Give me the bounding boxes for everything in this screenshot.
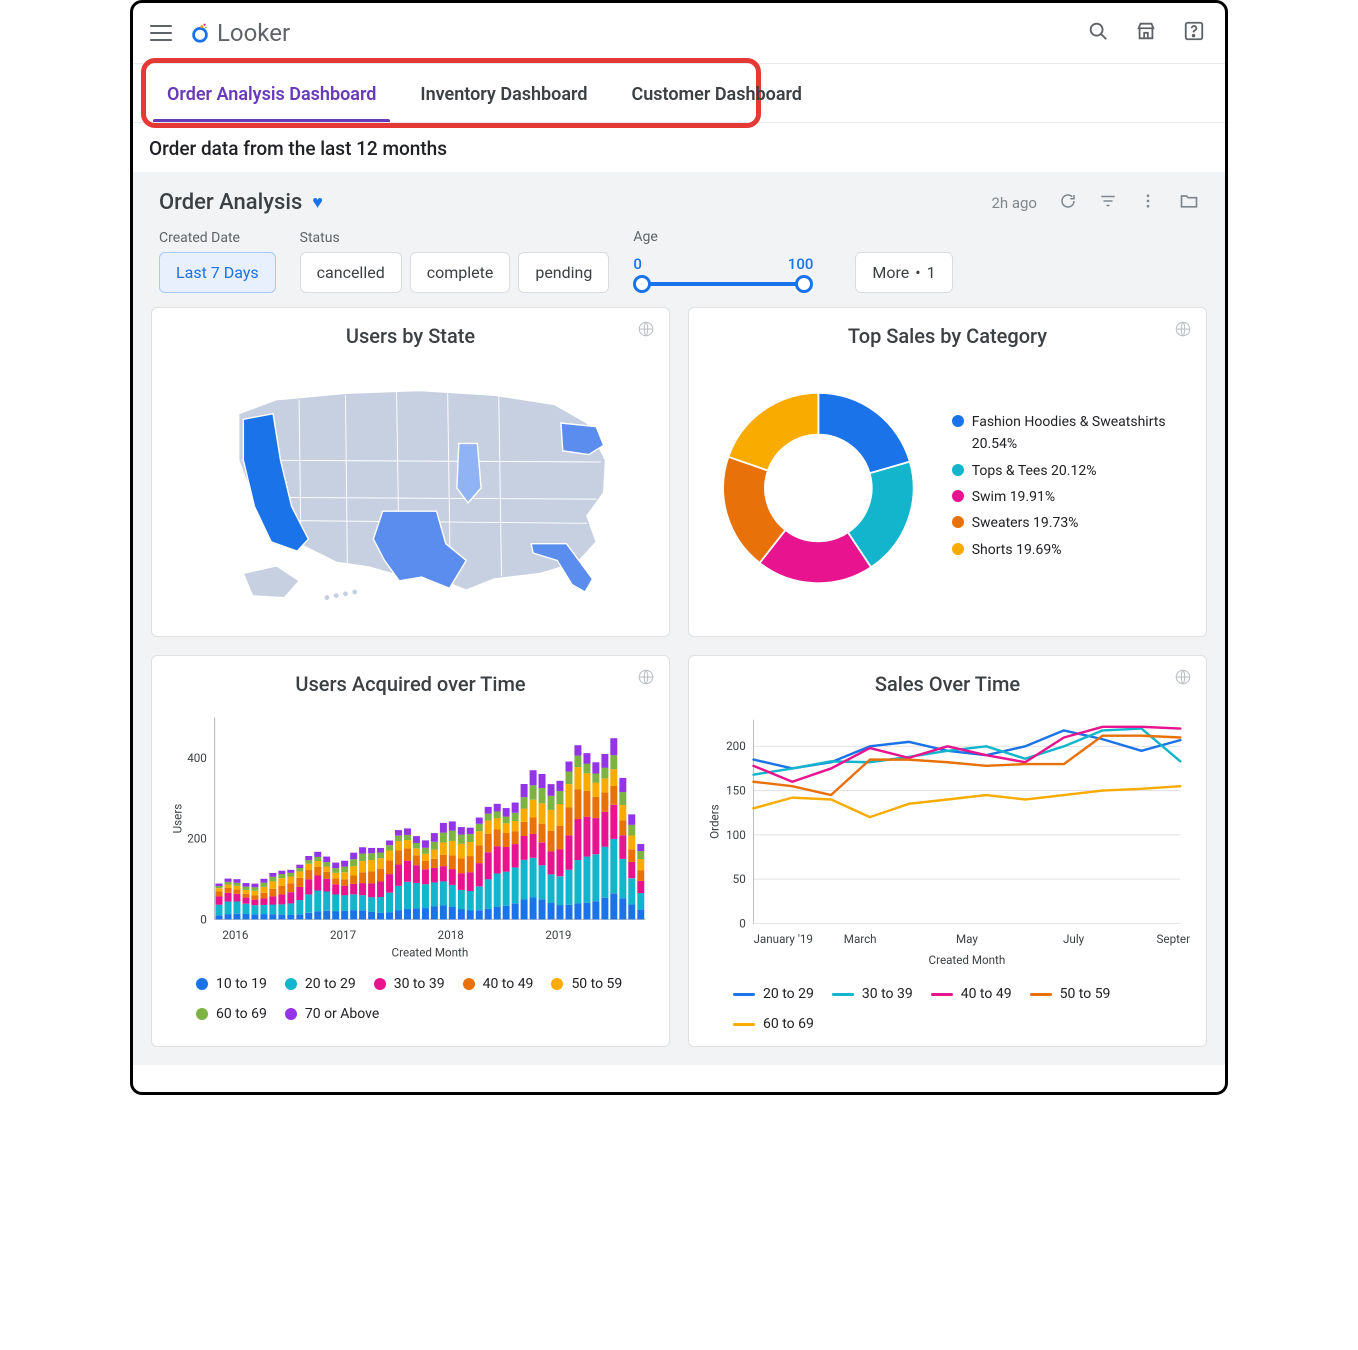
series-legend-item: 40 to 49 (931, 986, 1012, 1002)
tile-title-users-by-state: Users by State (168, 324, 653, 348)
card-users-by-state: Users by State (151, 307, 670, 637)
tile-title-users-acquired: Users Acquired over Time (168, 672, 653, 696)
svg-text:May: May (956, 932, 978, 946)
svg-text:150: 150 (726, 783, 746, 797)
series-legend-item: 50 to 59 (551, 976, 622, 992)
donut-legend-item: Sweaters 19.73% (952, 512, 1190, 534)
filter-label-created-date: Created Date (159, 230, 276, 246)
line-chart: 0 50 100 150 200 Orders January '19 March May Jul… (705, 706, 1190, 976)
last-refresh-label: 2h ago (991, 194, 1037, 212)
stacked-legend: 10 to 19 20 to 29 30 to 39 40 to 49 50 to 59… (168, 970, 653, 1022)
svg-text:200: 200 (187, 832, 207, 846)
series-legend-item: 30 to 39 (832, 986, 913, 1002)
tile-title-top-sales: Top Sales by Category (705, 324, 1190, 348)
folder-icon[interactable] (1179, 191, 1199, 215)
us-map (168, 358, 653, 618)
series-legend-item: 10 to 19 (196, 976, 267, 992)
board-section-subtitle: Order data from the last 12 months (133, 123, 1225, 172)
tab-order-analysis[interactable]: Order Analysis Dashboard (153, 66, 390, 121)
refresh-icon[interactable] (1059, 192, 1077, 214)
board-tabs: Order Analysis Dashboard Inventory Dashb… (133, 63, 1225, 123)
series-legend-item: 60 to 69 (733, 1016, 814, 1032)
hamburger-menu[interactable] (147, 19, 175, 47)
donut-legend-item: Tops & Tees 20.12% (952, 460, 1190, 482)
series-legend-item: 70 or Above (285, 1006, 379, 1022)
svg-text:200: 200 (726, 739, 746, 753)
svg-text:2018: 2018 (438, 928, 464, 942)
line-legend: 20 to 29 30 to 39 40 to 49 50 to 59 60 to 69 (705, 980, 1190, 1032)
help-icon[interactable] (1183, 20, 1205, 46)
filter-age-slider[interactable]: 0 100 (633, 251, 813, 293)
card-users-acquired: Users Acquired over Time 0 200 400 Users 201… (151, 655, 670, 1047)
series-legend-item: 20 to 29 (733, 986, 814, 1002)
kebab-menu-icon[interactable] (1139, 192, 1157, 214)
svg-text:Users: Users (171, 804, 185, 834)
tile-globe-icon[interactable] (637, 668, 655, 690)
svg-text:January '19: January '19 (754, 932, 813, 946)
card-sales-over-time: Sales Over Time 0 50 100 150 200 Orders Januar… (688, 655, 1207, 1047)
svg-text:400: 400 (187, 751, 207, 765)
donut-legend-item: Shorts 19.69% (952, 539, 1190, 561)
age-min: 0 (633, 255, 642, 273)
filter-icon[interactable] (1099, 192, 1117, 214)
series-legend-item: 40 to 49 (463, 976, 534, 992)
filter-label-status: Status (300, 230, 610, 246)
filter-status-pending[interactable]: pending (518, 252, 609, 293)
svg-text:50: 50 (733, 872, 746, 886)
svg-text:Created Month: Created Month (929, 953, 1006, 967)
filter-status-cancelled[interactable]: cancelled (300, 252, 402, 293)
marketplace-icon[interactable] (1135, 20, 1157, 46)
tile-title-sales-over-time: Sales Over Time (705, 672, 1190, 696)
age-max: 100 (788, 255, 814, 273)
card-top-sales: Top Sales by Category Fashion Hoodies & … (688, 307, 1207, 637)
brand-logo: Looker (189, 19, 290, 47)
tile-globe-icon[interactable] (1174, 668, 1192, 690)
svg-text:July: July (1063, 932, 1085, 946)
looker-logo-icon (189, 22, 211, 44)
donut-legend-item: Fashion Hoodies & Sweatshirts 20.54% (952, 411, 1190, 456)
svg-text:2019: 2019 (545, 928, 571, 942)
svg-text:100: 100 (726, 828, 746, 842)
tile-globe-icon[interactable] (637, 320, 655, 342)
filter-more-button[interactable]: More • 1 (855, 252, 952, 293)
brand-name: Looker (217, 19, 290, 47)
svg-text:0: 0 (739, 916, 746, 930)
donut-chart (705, 363, 932, 613)
svg-text:Created Month: Created Month (392, 945, 469, 959)
tab-customer[interactable]: Customer Dashboard (617, 66, 815, 121)
svg-text:Orders: Orders (708, 804, 722, 839)
svg-text:2017: 2017 (330, 928, 357, 942)
filter-status-complete[interactable]: complete (410, 252, 511, 293)
svg-text:Septem…: Septem… (1157, 932, 1190, 946)
series-legend-item: 50 to 59 (1030, 986, 1111, 1002)
donut-legend: Fashion Hoodies & Sweatshirts 20.54% Tops… (952, 411, 1190, 565)
favorite-icon[interactable]: ♥ (312, 192, 323, 213)
dashboard-title: Order Analysis (159, 190, 302, 215)
series-legend-item: 60 to 69 (196, 1006, 267, 1022)
filter-label-age: Age (633, 229, 813, 245)
tab-inventory[interactable]: Inventory Dashboard (406, 66, 601, 121)
donut-legend-item: Swim 19.91% (952, 486, 1190, 508)
svg-text:March: March (844, 932, 877, 946)
stacked-bar-chart: 0 200 400 Users 2016 2017 2018 2019 Created Mont… (168, 706, 653, 966)
series-legend-item: 30 to 39 (374, 976, 445, 992)
search-icon[interactable] (1087, 20, 1109, 46)
svg-text:0: 0 (200, 912, 207, 926)
series-legend-item: 20 to 29 (285, 976, 356, 992)
svg-text:2016: 2016 (222, 928, 248, 942)
filter-created-date[interactable]: Last 7 Days (159, 252, 276, 293)
tile-globe-icon[interactable] (1174, 320, 1192, 342)
